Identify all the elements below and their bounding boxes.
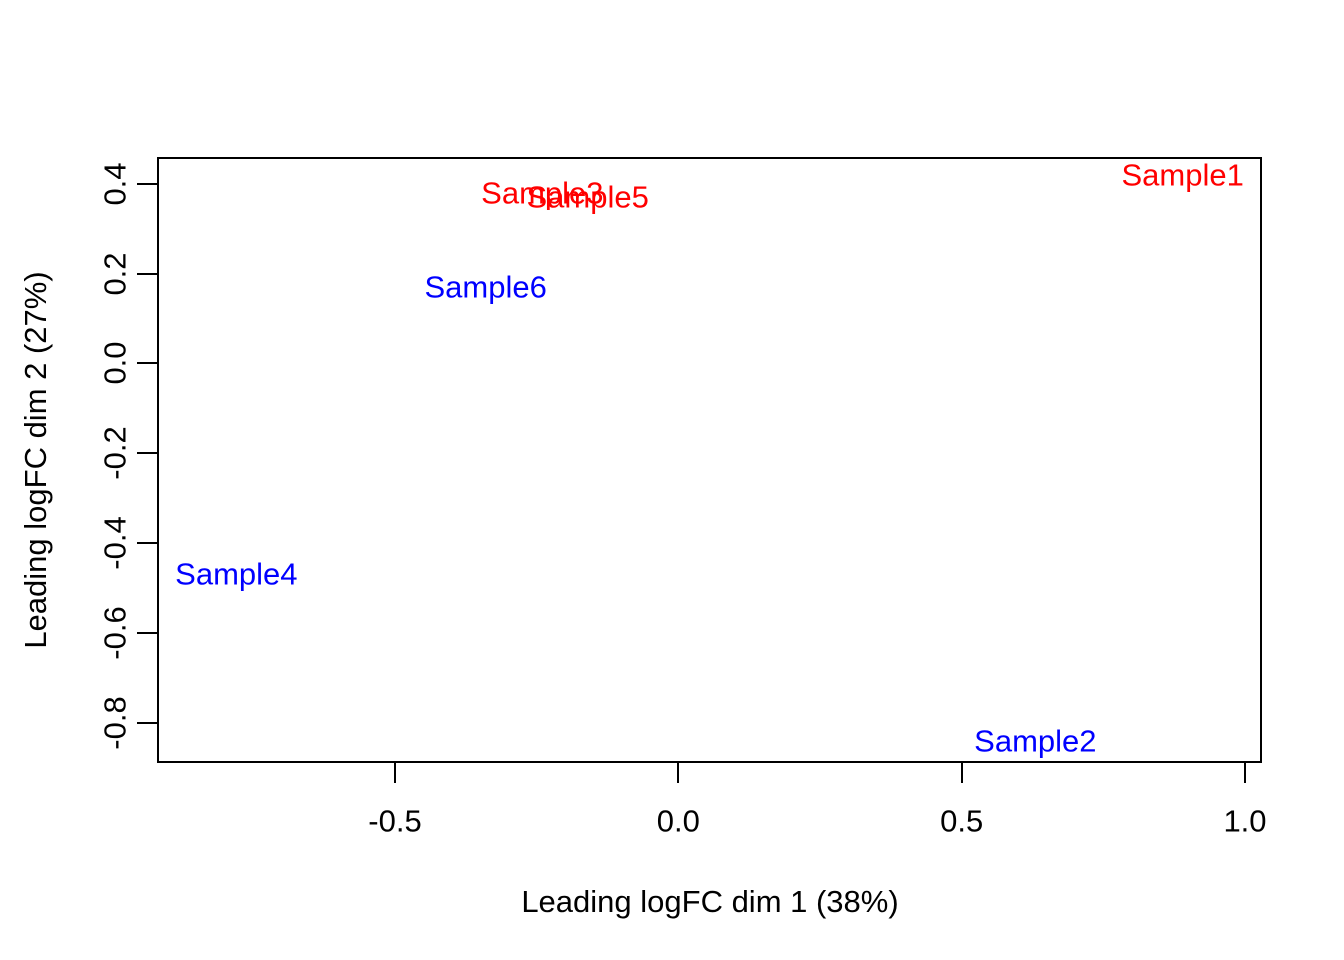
x-axis-tick-label: 1.0 xyxy=(1223,803,1267,839)
y-axis-tick-label: -0.8 xyxy=(97,695,133,750)
y-axis-title: Leading logFC dim 2 (27%) xyxy=(18,271,53,649)
sample-point-label: Sample3 xyxy=(481,175,604,211)
x-axis-tick xyxy=(677,763,680,783)
y-axis-tick-label: -0.4 xyxy=(97,516,133,570)
x-axis-tick-label: 0.0 xyxy=(656,803,700,839)
y-axis-tick-label: 0.2 xyxy=(97,252,133,296)
x-axis-title: Leading logFC dim 1 (38%) xyxy=(521,884,899,919)
x-axis-tick-label: -0.5 xyxy=(368,803,422,839)
sample-point-label: Sample2 xyxy=(974,723,1097,759)
x-axis-tick xyxy=(1244,763,1246,783)
sample-point-label: Sample4 xyxy=(175,556,298,592)
sample-point-label: Sample6 xyxy=(424,269,547,305)
y-axis-tick-label: 0.0 xyxy=(97,341,133,386)
x-axis-tick-label: 0.5 xyxy=(940,803,984,839)
y-axis-tick xyxy=(137,272,157,275)
plot-area xyxy=(157,157,1262,763)
y-axis-tick xyxy=(137,631,157,634)
x-axis-tick xyxy=(394,763,396,783)
y-axis-tick-label: 0.4 xyxy=(97,162,133,206)
y-axis-tick-label: -0.2 xyxy=(97,426,133,480)
y-axis-tick xyxy=(137,542,157,545)
y-axis-tick xyxy=(137,182,157,185)
sample-point-label: Sample5 xyxy=(526,179,649,215)
sample-point-label: Sample1 xyxy=(1121,157,1244,193)
x-axis-tick xyxy=(960,763,963,783)
y-axis-tick xyxy=(137,362,157,365)
y-axis-tick xyxy=(137,721,157,724)
y-axis-tick-label: -0.6 xyxy=(97,606,133,660)
y-axis-tick xyxy=(137,452,157,455)
